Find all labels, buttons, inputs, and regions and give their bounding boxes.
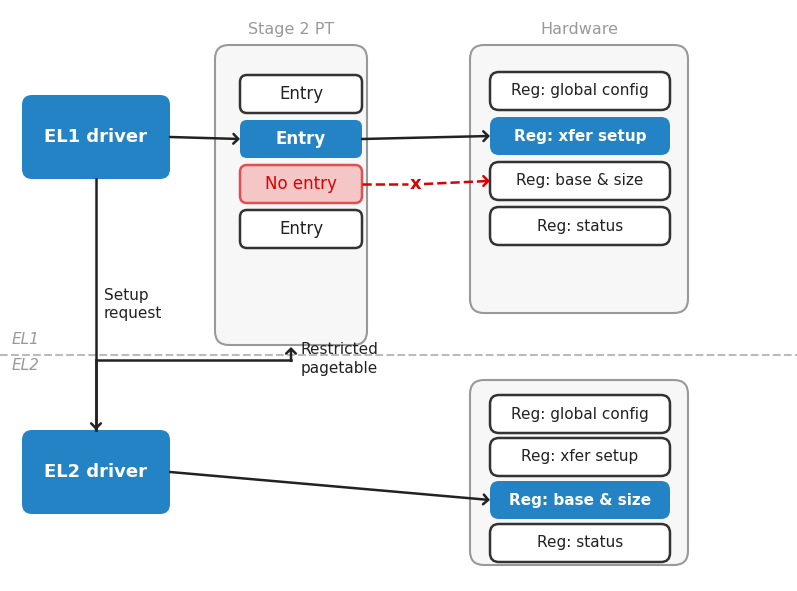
FancyBboxPatch shape xyxy=(490,162,670,200)
Text: Reg: status: Reg: status xyxy=(537,535,623,550)
Text: Reg: base & size: Reg: base & size xyxy=(516,174,644,189)
FancyBboxPatch shape xyxy=(22,430,170,514)
Text: No entry: No entry xyxy=(265,175,337,193)
FancyBboxPatch shape xyxy=(470,380,688,565)
Text: Reg: base & size: Reg: base & size xyxy=(509,492,651,508)
FancyBboxPatch shape xyxy=(240,165,362,203)
FancyBboxPatch shape xyxy=(490,481,670,519)
FancyBboxPatch shape xyxy=(490,207,670,245)
Text: EL1: EL1 xyxy=(12,333,40,348)
Text: EL1 driver: EL1 driver xyxy=(45,128,147,146)
Text: Setup
request: Setup request xyxy=(104,288,163,322)
FancyBboxPatch shape xyxy=(490,117,670,155)
Text: Reg: xfer setup: Reg: xfer setup xyxy=(521,450,638,465)
FancyBboxPatch shape xyxy=(22,95,170,179)
Text: EL2: EL2 xyxy=(12,358,40,372)
FancyBboxPatch shape xyxy=(490,395,670,433)
Text: Hardware: Hardware xyxy=(540,22,618,37)
FancyBboxPatch shape xyxy=(240,75,362,113)
Text: Restricted
pagetable: Restricted pagetable xyxy=(301,342,379,376)
FancyBboxPatch shape xyxy=(490,438,670,476)
Text: Entry: Entry xyxy=(279,220,323,238)
Text: Reg: status: Reg: status xyxy=(537,219,623,233)
FancyBboxPatch shape xyxy=(490,524,670,562)
FancyBboxPatch shape xyxy=(240,210,362,248)
FancyBboxPatch shape xyxy=(490,72,670,110)
Text: Reg: global config: Reg: global config xyxy=(511,407,649,421)
Text: x: x xyxy=(410,175,422,193)
FancyBboxPatch shape xyxy=(470,45,688,313)
Text: Stage 2 PT: Stage 2 PT xyxy=(248,22,334,37)
FancyBboxPatch shape xyxy=(215,45,367,345)
Text: Entry: Entry xyxy=(276,130,326,148)
FancyBboxPatch shape xyxy=(240,120,362,158)
Text: Reg: global config: Reg: global config xyxy=(511,83,649,99)
Text: Entry: Entry xyxy=(279,85,323,103)
Text: Reg: xfer setup: Reg: xfer setup xyxy=(514,128,646,144)
Text: EL2 driver: EL2 driver xyxy=(45,463,147,481)
